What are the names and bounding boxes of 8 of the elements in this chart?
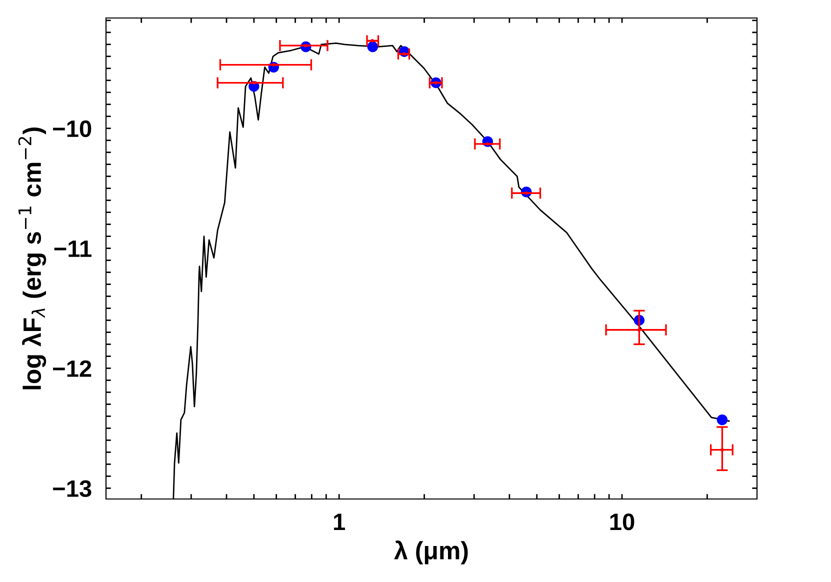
y-tick-label: −13 [53,480,92,498]
x-axis-title: λ (μm) [394,540,468,564]
x-tick-label: 1 [334,514,346,530]
y-tick-label: −11 [54,240,92,257]
y-tick-label: −12 [53,360,92,377]
x-tick-label: 10 [610,514,634,530]
y-axis-title: log λF$_{λ}$ (erg s$^{−1}$ cm$^{−2}$) [18,127,46,390]
y-tick-label: −10 [53,120,92,138]
